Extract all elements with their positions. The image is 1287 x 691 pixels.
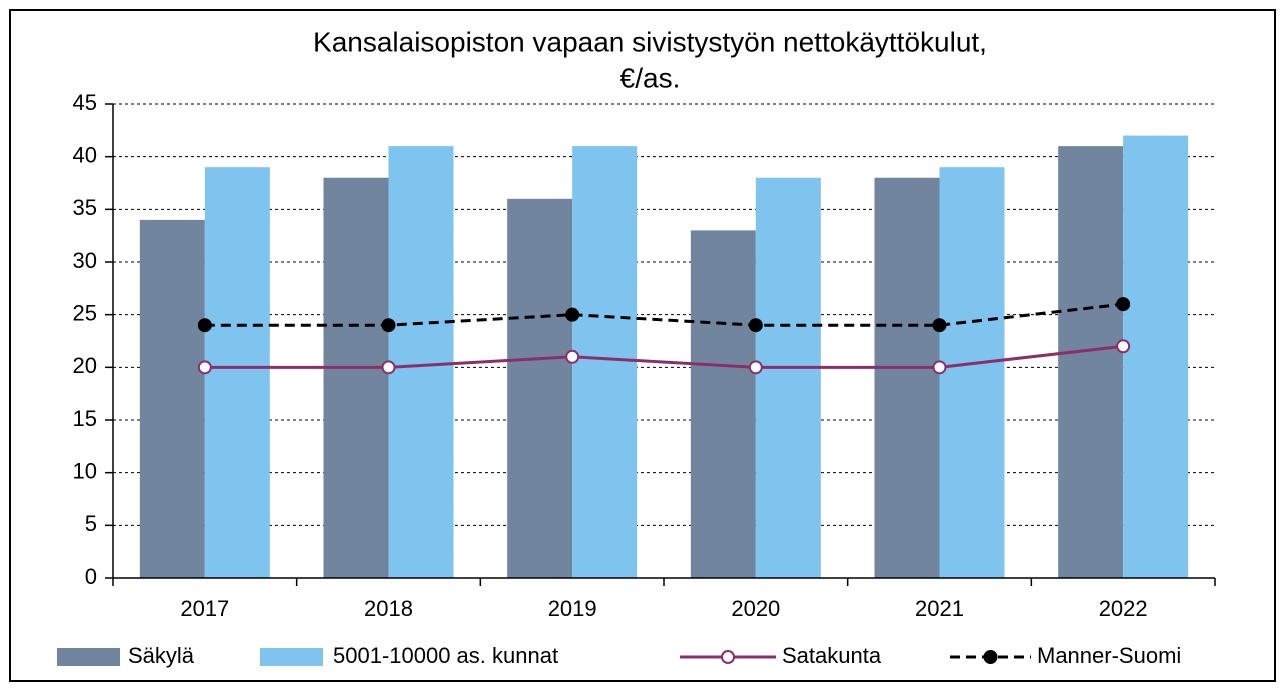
y-tick-label: 10 <box>73 458 97 483</box>
y-tick-label: 0 <box>85 564 97 589</box>
y-tick-label: 45 <box>73 90 97 115</box>
marker <box>932 318 947 333</box>
bar <box>1123 135 1189 578</box>
legend-label: 5001-10000 as. kunnat <box>333 643 558 668</box>
legend-label: Manner-Suomi <box>1037 643 1181 668</box>
legend-swatch <box>57 648 120 666</box>
legend-marker <box>721 650 735 664</box>
marker <box>748 318 763 333</box>
legend-label: Säkylä <box>128 643 195 668</box>
marker <box>1116 339 1131 354</box>
bar <box>507 198 573 579</box>
bar <box>388 146 454 578</box>
y-tick-label: 35 <box>73 195 97 220</box>
y-tick-label: 5 <box>85 511 97 536</box>
bar <box>139 219 205 578</box>
x-tick-label: 2017 <box>180 596 229 621</box>
legend-swatch <box>260 648 323 666</box>
line <box>204 344 1124 369</box>
chart-title: €/as. <box>620 62 681 93</box>
marker <box>932 360 947 375</box>
bar <box>572 146 638 578</box>
y-tick-label: 40 <box>73 142 97 167</box>
bar <box>755 177 821 578</box>
line <box>204 302 1124 327</box>
marker <box>748 360 763 375</box>
x-tick-label: 2020 <box>731 596 780 621</box>
bar <box>939 167 1005 578</box>
legend-label: Satakunta <box>782 643 882 668</box>
marker <box>381 360 396 375</box>
chart-title: Kansalaisopiston vapaan sivistystyön net… <box>313 26 987 57</box>
bar <box>1058 146 1124 578</box>
bar <box>690 230 756 578</box>
y-tick-label: 15 <box>73 406 97 431</box>
x-tick-label: 2019 <box>548 596 597 621</box>
marker <box>381 318 396 333</box>
x-tick-label: 2021 <box>915 596 964 621</box>
bar <box>874 177 940 578</box>
marker <box>565 307 580 322</box>
legend-marker <box>983 650 998 664</box>
x-tick-label: 2022 <box>1099 596 1148 621</box>
y-tick-label: 25 <box>73 300 97 325</box>
y-tick-label: 30 <box>73 248 97 273</box>
y-tick-label: 20 <box>73 353 97 378</box>
bar <box>323 177 389 578</box>
bar <box>204 167 270 578</box>
marker <box>1116 297 1131 312</box>
x-tick-label: 2018 <box>364 596 413 621</box>
marker <box>197 360 212 375</box>
marker <box>565 349 580 364</box>
marker <box>197 318 212 333</box>
